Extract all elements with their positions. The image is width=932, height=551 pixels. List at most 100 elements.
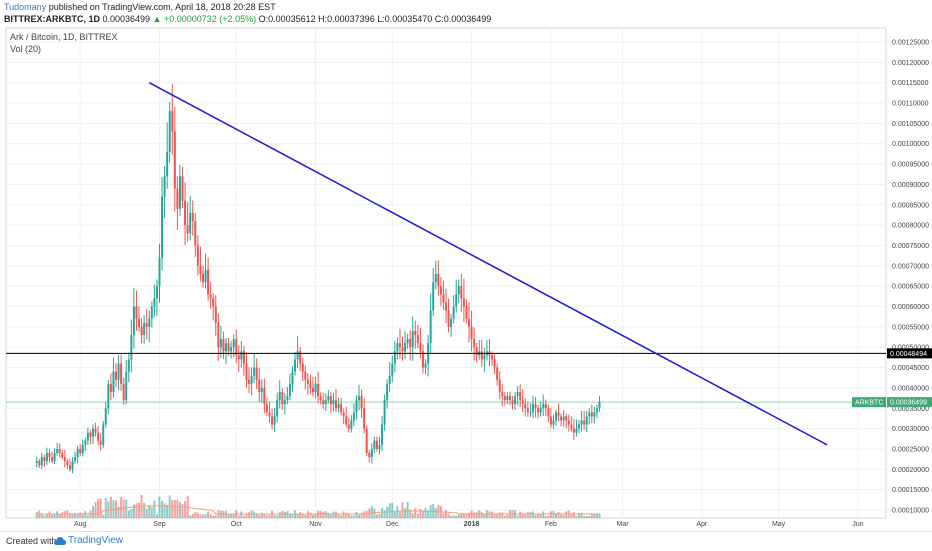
volume-bar — [35, 512, 38, 518]
volume-bar — [524, 514, 527, 518]
candle-body — [370, 448, 373, 458]
candle-body — [89, 432, 92, 437]
candle-body — [61, 453, 64, 458]
candle-body — [296, 351, 299, 360]
volume-bar — [253, 511, 256, 518]
candle-body — [173, 131, 176, 189]
volume-bar — [79, 512, 82, 518]
chart-area[interactable]: 0.00125000 0.00120000 0.00115000 0.00110000… — [0, 26, 932, 531]
y-tick-label: 0.00105000 — [892, 121, 929, 128]
y-tick-label: 0.00080000 — [892, 223, 929, 230]
price-tag — [887, 397, 932, 408]
candle-body — [281, 391, 284, 405]
candle-body — [368, 453, 371, 458]
y-tick-label: 0.00045000 — [892, 365, 929, 372]
volume-bar — [465, 514, 468, 518]
volume-bar — [258, 515, 261, 518]
candle-body — [286, 396, 289, 401]
volume-bar — [178, 502, 181, 518]
candle-body — [225, 343, 227, 352]
candle-body — [409, 339, 412, 348]
y-tick-label: 0.00055000 — [892, 324, 929, 331]
volume-bar — [286, 511, 289, 518]
candle-body — [391, 363, 394, 376]
volume-bar — [391, 502, 394, 518]
volume-bar — [125, 499, 128, 518]
volume-bar — [191, 513, 194, 518]
candle-body — [529, 412, 532, 414]
candle-body — [71, 461, 74, 470]
volume-bar — [199, 514, 202, 518]
candle-body — [189, 212, 192, 234]
candle-body — [161, 196, 164, 258]
volume-bar — [575, 515, 578, 518]
candle-body — [74, 457, 77, 462]
candle-body — [585, 416, 588, 425]
volume-bar — [493, 513, 496, 518]
volume-bar — [168, 495, 171, 518]
tradingview-cloud-icon — [54, 537, 66, 545]
volume-bar — [473, 512, 476, 518]
candle-body — [273, 416, 276, 425]
candle-body — [337, 404, 340, 409]
y-tick-label: 0.00025000 — [892, 446, 929, 453]
volume-bar — [578, 513, 581, 518]
volume-bar — [555, 512, 557, 518]
candle-body — [496, 367, 499, 380]
volume-bar — [406, 501, 409, 518]
publish-text: published on TradingView.com, April 18, … — [48, 2, 276, 12]
y-tick-label: 0.00100000 — [892, 141, 929, 148]
candle-body — [473, 339, 476, 348]
author-link[interactable]: Tudomany — [4, 2, 47, 12]
tradingview-brand[interactable]: TradingView — [68, 535, 124, 546]
volume-bar — [506, 514, 509, 518]
y-tick-label: 0.00090000 — [892, 182, 929, 189]
volume-bar — [534, 514, 537, 518]
volume-bar — [519, 511, 522, 518]
volume-bar — [401, 502, 404, 518]
candle-body — [393, 351, 396, 364]
candle-body — [194, 221, 197, 246]
x-tick-label: Aug — [74, 521, 87, 528]
candle-body — [462, 298, 465, 307]
candle-body — [404, 343, 407, 352]
volume-bar — [378, 513, 381, 518]
volume-bar — [327, 512, 330, 518]
volume-bar — [572, 512, 575, 518]
volume-bar — [358, 514, 361, 518]
x-tick-label: Jun — [852, 521, 863, 528]
volume-bar — [155, 514, 158, 518]
volume-bar — [74, 513, 77, 518]
volume-bar — [557, 512, 560, 518]
volume-bar — [588, 515, 591, 518]
volume-bar — [396, 506, 399, 518]
x-tick-label: Feb — [545, 521, 557, 528]
candle-body — [470, 326, 473, 340]
volume-bar — [404, 508, 407, 518]
candle-body — [81, 444, 84, 454]
candle-body — [503, 396, 506, 401]
volume-bar — [127, 510, 130, 518]
volume-bar — [447, 513, 450, 518]
candle-body — [375, 440, 378, 449]
candle-body — [301, 363, 304, 372]
candle-body — [232, 339, 235, 348]
candle-body — [381, 424, 384, 445]
volume-bar — [117, 506, 120, 518]
volume-bar — [181, 504, 184, 518]
ohlc-values: O:0.00035612 H:0.00037396 L:0.00035470 C… — [258, 14, 492, 24]
candle-body — [365, 428, 368, 454]
volume-bar — [58, 513, 61, 518]
candle-body — [43, 457, 46, 462]
volume-bar — [342, 511, 345, 518]
price-chart[interactable]: 0.00125000 0.00120000 0.00115000 0.00110000… — [0, 26, 932, 531]
candle-body — [588, 412, 591, 417]
volume-bar — [299, 512, 302, 518]
volume-bar — [491, 511, 494, 518]
volume-bar — [53, 514, 56, 518]
volume-bar — [278, 512, 281, 518]
volume-bar — [501, 512, 504, 518]
candle-body — [434, 273, 437, 283]
volume-bar — [61, 512, 64, 518]
candle-body — [498, 379, 501, 392]
